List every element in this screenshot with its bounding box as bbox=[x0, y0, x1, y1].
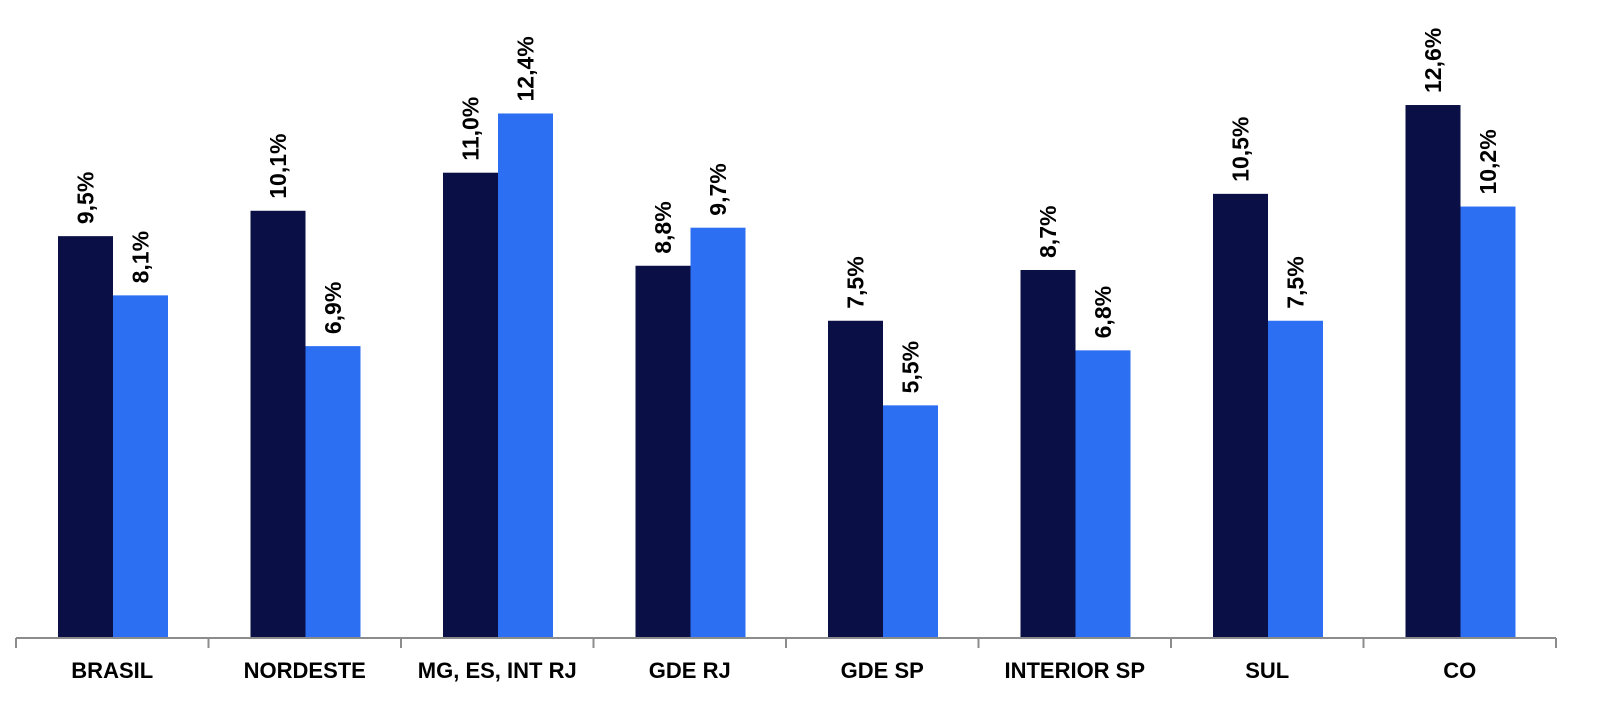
bar-series-2 bbox=[883, 405, 938, 638]
x-axis-ticks-group bbox=[15, 638, 1557, 648]
bar-series-1 bbox=[828, 320, 883, 638]
bar-series-2 bbox=[305, 346, 361, 638]
data-label: 12,4% bbox=[513, 36, 539, 101]
bar-series-1 bbox=[1020, 269, 1076, 638]
bar-series-2 bbox=[690, 227, 746, 638]
bar-series-1 bbox=[443, 172, 498, 638]
x-tick-label: SUL bbox=[1245, 658, 1289, 683]
x-tick-label: NORDESTE bbox=[244, 658, 366, 683]
bar-series-1 bbox=[250, 210, 306, 638]
bar-series-1 bbox=[58, 236, 113, 638]
x-tick-label: BRASIL bbox=[71, 658, 153, 683]
data-label: 11,0% bbox=[458, 97, 484, 161]
x-tick-label: MG, ES, INT RJ bbox=[418, 658, 577, 683]
bar-series-2 bbox=[498, 113, 553, 639]
data-label: 8,7% bbox=[1035, 206, 1061, 258]
bar-series-2 bbox=[1460, 206, 1516, 639]
x-tick-label: GDE SP bbox=[841, 658, 924, 683]
data-label: 10,2% bbox=[1475, 129, 1501, 194]
x-tick-label: GDE RJ bbox=[649, 658, 731, 683]
category-labels-group: BRASIL NORDESTE MG, ES, INT RJ GDE RJ GDE SP… bbox=[71, 658, 1476, 683]
data-label: 8,1% bbox=[128, 231, 154, 283]
value-labels-group: 9,5% 8,1% 10,1% 6,9% 11,0% 12,4% 8,8% 9,7% 7,5% 5… bbox=[73, 28, 1502, 394]
data-label: 12,6% bbox=[1420, 28, 1446, 93]
data-label: 7,5% bbox=[843, 256, 869, 308]
data-label: 8,8% bbox=[650, 201, 676, 253]
data-label: 6,9% bbox=[320, 282, 346, 334]
bar-series-2 bbox=[113, 295, 168, 638]
data-label: 6,8% bbox=[1090, 286, 1116, 338]
x-tick-label: INTERIOR SP bbox=[1004, 658, 1145, 683]
bar-series-1 bbox=[635, 265, 691, 638]
data-label: 9,7% bbox=[705, 163, 731, 215]
data-label: 10,1% bbox=[265, 134, 291, 199]
x-tick-label: CO bbox=[1443, 658, 1476, 683]
data-label: 5,5% bbox=[898, 341, 924, 393]
bar-series-2 bbox=[1268, 320, 1323, 638]
bar-series-1 bbox=[1405, 105, 1461, 638]
data-label: 10,5% bbox=[1228, 117, 1254, 182]
data-label: 7,5% bbox=[1283, 256, 1309, 308]
bar-series-1 bbox=[1213, 193, 1268, 638]
data-label: 9,5% bbox=[73, 172, 99, 224]
bar-series-2 bbox=[1075, 350, 1131, 638]
bars-group bbox=[58, 105, 1516, 639]
